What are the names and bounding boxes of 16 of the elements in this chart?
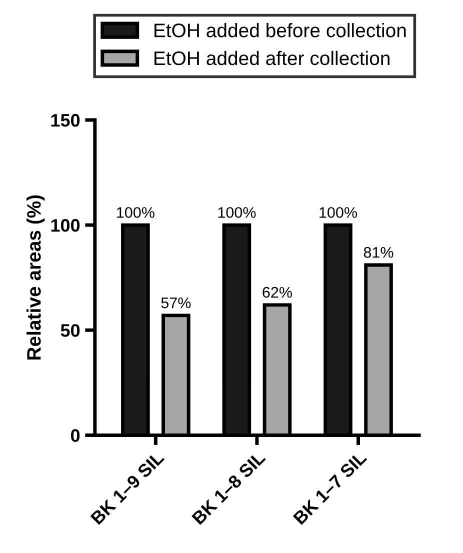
y-tick-label: 50 bbox=[60, 324, 80, 337]
legend-label: EtOH added after collection bbox=[154, 50, 390, 66]
data-label: 100% bbox=[218, 207, 256, 218]
data-label: 57% bbox=[161, 297, 191, 308]
y-tick-label: 0 bbox=[71, 429, 80, 442]
data-label: 62% bbox=[262, 286, 292, 298]
data-label: 81% bbox=[364, 246, 394, 258]
x-tick-label: BK 1–9 SIL bbox=[90, 450, 165, 526]
data-label: 100% bbox=[320, 207, 357, 218]
x-tick-label: BK 1–7 SIL bbox=[292, 450, 368, 526]
y-tick-label: 150 bbox=[51, 114, 80, 127]
x-tick-label: BK 1–8 SIL bbox=[191, 450, 266, 526]
legend-label: EtOH added before collection bbox=[154, 23, 406, 38]
data-label: 100% bbox=[117, 207, 154, 218]
y-axis-title: Relative areas (%) bbox=[26, 195, 45, 360]
y-tick-label: 100 bbox=[51, 219, 80, 232]
